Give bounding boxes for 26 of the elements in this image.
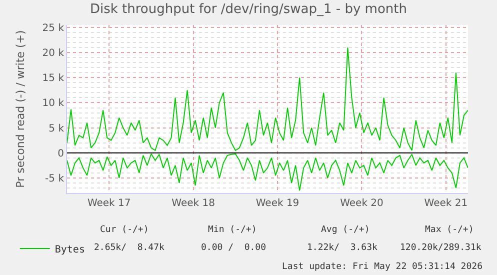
x-tick-label: Week 19 (256, 198, 300, 209)
y-axis-title: Pr second read (-) / write (+) (14, 30, 27, 188)
line-series (67, 47, 468, 151)
y-tick-label: 25 k (42, 23, 64, 34)
text: 120.20k/289.31k (400, 243, 482, 253)
x-tick-label: Week 21 (424, 198, 468, 209)
text: Min (-/+) (208, 225, 257, 235)
x-tick-label: Week 17 (87, 198, 131, 209)
y-tick-label: 0 (58, 148, 64, 160)
line-series (67, 153, 468, 191)
text: Max (-/+) (425, 225, 474, 235)
legend-label: Bytes (54, 244, 85, 256)
y-tick-label: -5 k (45, 173, 64, 184)
x-tick-label: Week 20 (340, 198, 384, 209)
text: 1.22k/ 3.63k (307, 243, 378, 253)
chart-title: Disk throughput for /dev/ring/swap_1 - by month (90, 2, 408, 18)
y-tick-label: 10 k (42, 98, 64, 110)
y-tick-label: 15 k (42, 73, 64, 84)
x-tick-label: Week 18 (172, 198, 215, 209)
y-tick-label: 20 k (42, 48, 64, 60)
text: 0.00 / 0.00 (201, 243, 266, 253)
text: 2.65k/ 8.47k (94, 243, 166, 253)
text: Last update: Fri May 22 05:31:14 2026 (282, 262, 482, 272)
text: Cur (-/+) (100, 225, 149, 235)
y-tick-label: 5 k (48, 123, 64, 134)
text: Avg (-/+) (321, 225, 370, 235)
